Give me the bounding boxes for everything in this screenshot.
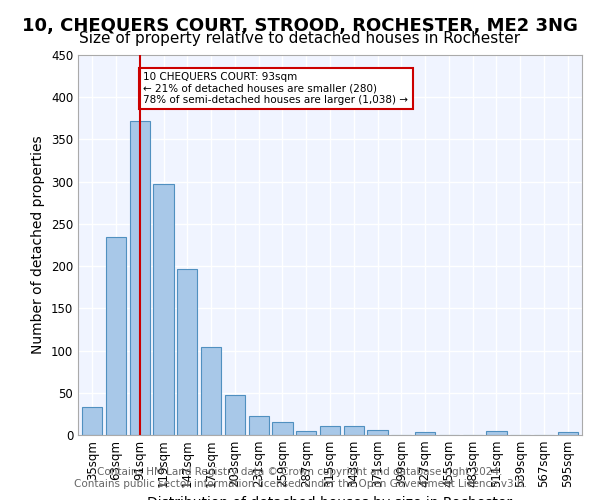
Text: 10, CHEQUERS COURT, STROOD, ROCHESTER, ME2 3NG: 10, CHEQUERS COURT, STROOD, ROCHESTER, M… <box>22 18 578 36</box>
Bar <box>177 268 197 435</box>
Bar <box>557 432 578 435</box>
Bar <box>130 121 150 435</box>
Bar <box>225 396 245 435</box>
Bar <box>248 416 269 435</box>
Bar <box>296 431 316 435</box>
Bar <box>487 431 506 435</box>
Y-axis label: Number of detached properties: Number of detached properties <box>31 136 46 354</box>
Text: Contains HM Land Registry data © Crown copyright and database right 2024.
Contai: Contains HM Land Registry data © Crown c… <box>74 468 526 489</box>
Text: Size of property relative to detached houses in Rochester: Size of property relative to detached ho… <box>79 31 521 46</box>
Bar <box>415 432 435 435</box>
X-axis label: Distribution of detached houses by size in Rochester: Distribution of detached houses by size … <box>148 496 512 500</box>
Bar <box>367 430 388 435</box>
Bar <box>106 236 126 435</box>
Bar <box>82 407 103 435</box>
Bar <box>320 426 340 435</box>
Bar <box>154 184 173 435</box>
Bar <box>272 422 293 435</box>
Bar <box>201 347 221 435</box>
Bar <box>344 426 364 435</box>
Text: 10 CHEQUERS COURT: 93sqm
← 21% of detached houses are smaller (280)
78% of semi-: 10 CHEQUERS COURT: 93sqm ← 21% of detach… <box>143 72 409 105</box>
